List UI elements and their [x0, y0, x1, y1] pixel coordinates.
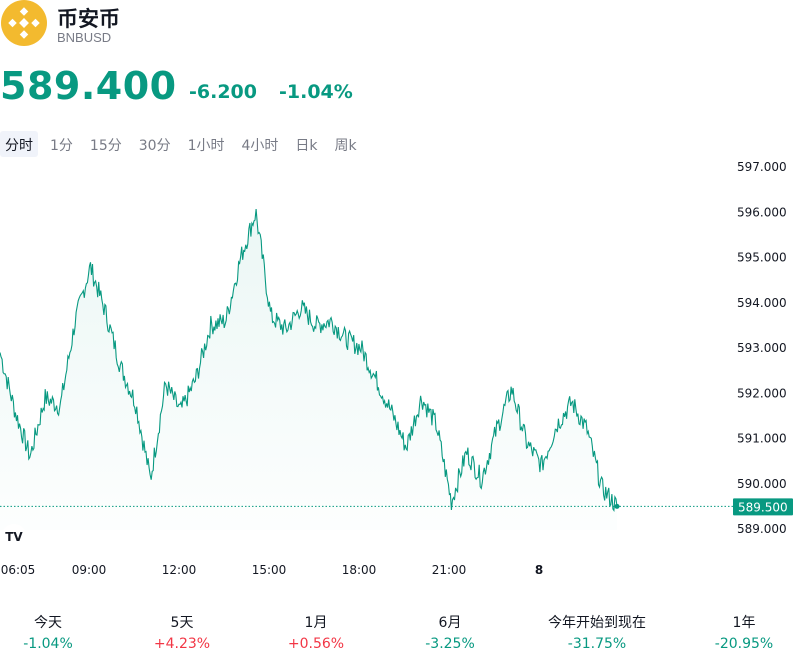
price-change: -6.200: [189, 81, 257, 103]
timeframe-tabs: 分时 1分 15分 30分 1小时 4小时 日k 周k: [0, 131, 369, 157]
x-tick-label: 8: [535, 563, 543, 577]
current-price: 589.400: [0, 64, 177, 108]
y-tick-label: 592.000: [737, 386, 787, 400]
tab-1hour[interactable]: 1小时: [187, 138, 225, 154]
stat-value: -31.75%: [567, 636, 627, 652]
asset-symbol: BNBUSD: [57, 30, 112, 45]
x-tick-label: 18:00: [342, 563, 377, 577]
tab-4hour[interactable]: 4小时: [241, 138, 279, 154]
stat-value: -3.25%: [425, 636, 475, 652]
stat-label: 今年开始到现在: [548, 615, 646, 631]
stat-value: +4.23%: [153, 636, 211, 652]
stat-label: 5天: [170, 615, 194, 631]
y-tick-label: 593.000: [737, 341, 787, 355]
performance-stats: 今天 -1.04% 5天 +4.23% 1月 +0.56% 6月 -3.25% 今年开始到现在 -…: [0, 605, 800, 655]
x-tick-label: 06:05: [1, 563, 36, 577]
tab-30min[interactable]: 30分: [138, 138, 171, 154]
tab-weekly[interactable]: 周k: [334, 138, 357, 154]
stat-item[interactable]: 6月 -3.25%: [380, 605, 520, 652]
last-price-dot: [614, 503, 620, 509]
tab-daily[interactable]: 日k: [295, 138, 318, 154]
last-price-label: 589.500: [738, 500, 788, 514]
price-change-percent: -1.04%: [279, 81, 353, 103]
stat-item[interactable]: 5天 +4.23%: [112, 605, 252, 652]
tab-intraday[interactable]: 分时: [0, 131, 38, 157]
svg-text:TV: TV: [5, 530, 23, 544]
stat-label: 1年: [732, 615, 756, 631]
price-chart[interactable]: 597.000 596.000 595.000 594.000 593.000 592.0…: [0, 160, 800, 585]
asset-name: 币安币: [57, 7, 120, 31]
x-tick-label: 15:00: [252, 563, 287, 577]
y-tick-label: 589.000: [737, 522, 787, 536]
stat-label: 1月: [304, 615, 328, 631]
stat-item[interactable]: 1年 -20.95%: [674, 605, 800, 652]
stat-item[interactable]: 1月 +0.56%: [246, 605, 386, 652]
binance-coin-icon: [1, 0, 47, 46]
y-tick-label: 590.000: [737, 477, 787, 491]
stat-label: 6月: [438, 615, 462, 631]
x-tick-label: 12:00: [162, 563, 197, 577]
tradingview-logo-icon[interactable]: TV: [1, 524, 27, 550]
x-tick-label: 21:00: [432, 563, 467, 577]
price-line: [0, 209, 618, 513]
stat-value: -20.95%: [714, 636, 774, 652]
stat-item[interactable]: 今年开始到现在 -31.75%: [527, 605, 667, 652]
y-tick-label: 595.000: [737, 251, 787, 265]
symbol-header: 币安币 BNBUSD: [0, 0, 800, 60]
x-axis: 06:05 09:00 12:00 15:00 18:00 21:00 8: [1, 563, 543, 577]
stat-label: 今天: [34, 615, 62, 631]
y-axis: 597.000 596.000 595.000 594.000 593.000 592.0…: [737, 160, 787, 536]
stat-value: -1.04%: [23, 636, 73, 652]
y-tick-label: 594.000: [737, 296, 787, 310]
stat-value: +0.56%: [287, 636, 345, 652]
stat-item[interactable]: 今天 -1.04%: [0, 605, 118, 652]
y-tick-label: 591.000: [737, 432, 787, 446]
price-area: [0, 209, 617, 530]
y-tick-label: 597.000: [737, 160, 787, 174]
tab-1min[interactable]: 1分: [50, 138, 73, 154]
x-tick-label: 09:00: [72, 563, 107, 577]
y-tick-label: 596.000: [737, 205, 787, 219]
last-price-label-bg: [733, 498, 793, 516]
price-chart-svg[interactable]: 597.000 596.000 595.000 594.000 593.000 592.0…: [0, 160, 800, 585]
tab-15min[interactable]: 15分: [89, 138, 122, 154]
